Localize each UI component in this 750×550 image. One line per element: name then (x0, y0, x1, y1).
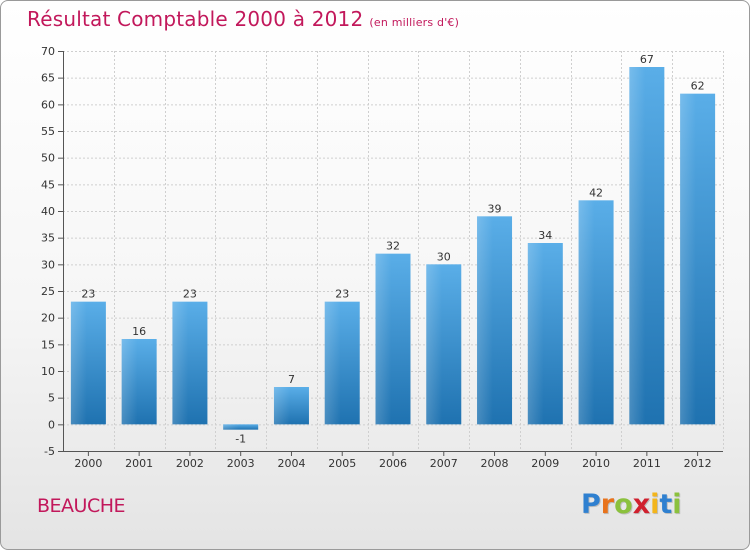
value-label: -1 (235, 433, 246, 446)
y-tick-label: 15 (41, 338, 55, 351)
chart-title-text: Résultat Comptable 2000 à 2012 (27, 7, 364, 31)
logo-letter: t (659, 489, 673, 520)
value-label: 30 (437, 250, 451, 263)
value-label: 34 (538, 229, 552, 242)
value-label: 23 (183, 288, 197, 301)
y-tick-label: 10 (41, 365, 55, 378)
x-tick-label: 2010 (582, 457, 610, 470)
bars (70, 67, 716, 430)
value-label: 7 (288, 373, 295, 386)
logo-letter: i (650, 489, 660, 520)
y-tick-label: -5 (44, 445, 55, 458)
x-tick-label: 2005 (328, 457, 356, 470)
chart-title: Résultat Comptable 2000 à 2012 (en millie… (27, 7, 459, 31)
logo-letter: i (672, 489, 682, 520)
y-tick-label: 20 (41, 312, 55, 325)
x-tick-label: 2000 (74, 457, 102, 470)
value-label: 62 (691, 80, 705, 93)
commune-name: BEAUCHE (37, 495, 126, 517)
y-tick-label: 35 (41, 232, 55, 245)
bar-highlight (324, 301, 341, 425)
bar-highlight (273, 387, 290, 425)
axes (58, 51, 723, 456)
y-tick-label: 5 (48, 392, 55, 405)
labels: -5 0 5 10 15 20 25 30 35 40 45 50 55 60 65 70 2000 23 2001… (41, 45, 712, 470)
x-tick-label: 2008 (481, 457, 509, 470)
bar-highlight (578, 200, 595, 425)
bar-highlight (223, 424, 239, 430)
y-tick-label: 25 (41, 285, 55, 298)
proxiti-logo[interactable]: Proxiti (581, 489, 682, 520)
bar[interactable] (223, 424, 259, 430)
bar-highlight (527, 243, 544, 425)
x-tick-label: 2012 (684, 457, 712, 470)
y-tick-label: 45 (41, 178, 55, 191)
y-tick-label: 30 (41, 258, 55, 271)
bar-highlight (172, 301, 189, 425)
value-label: 16 (132, 325, 146, 338)
y-tick-label: 65 (41, 72, 55, 85)
y-tick-label: 60 (41, 98, 55, 111)
y-tick-label: 0 (48, 418, 55, 431)
x-tick-label: 2011 (633, 457, 661, 470)
bar-highlight (121, 339, 138, 425)
x-tick-label: 2002 (176, 457, 204, 470)
bar-highlight (70, 301, 87, 425)
y-tick-label: 55 (41, 125, 55, 138)
y-tick-label: 70 (41, 45, 55, 58)
logo-letter: r (600, 489, 615, 520)
x-tick-label: 2003 (227, 457, 255, 470)
chart-subtitle: (en milliers d'€) (369, 16, 460, 29)
x-tick-label: 2009 (531, 457, 559, 470)
value-label: 23 (335, 288, 349, 301)
bar-highlight (629, 67, 646, 425)
bar-highlight (426, 264, 443, 425)
value-label: 42 (589, 186, 603, 199)
x-tick-label: 2004 (277, 457, 305, 470)
logo-letter: P (581, 489, 601, 520)
bar-highlight (477, 216, 493, 425)
x-tick-label: 2001 (125, 457, 153, 470)
x-tick-label: 2007 (430, 457, 458, 470)
x-tick-label: 2006 (379, 457, 407, 470)
value-label: 32 (386, 240, 400, 253)
bar-highlight (375, 253, 392, 425)
value-label: 39 (488, 202, 502, 215)
value-label: 67 (640, 53, 654, 66)
y-tick-label: 40 (41, 205, 55, 218)
logo-letter: o (614, 489, 633, 520)
y-tick-label: 50 (41, 152, 55, 165)
value-label: 23 (81, 288, 95, 301)
logo-letter: x (632, 489, 651, 520)
bar-highlight (680, 93, 696, 425)
